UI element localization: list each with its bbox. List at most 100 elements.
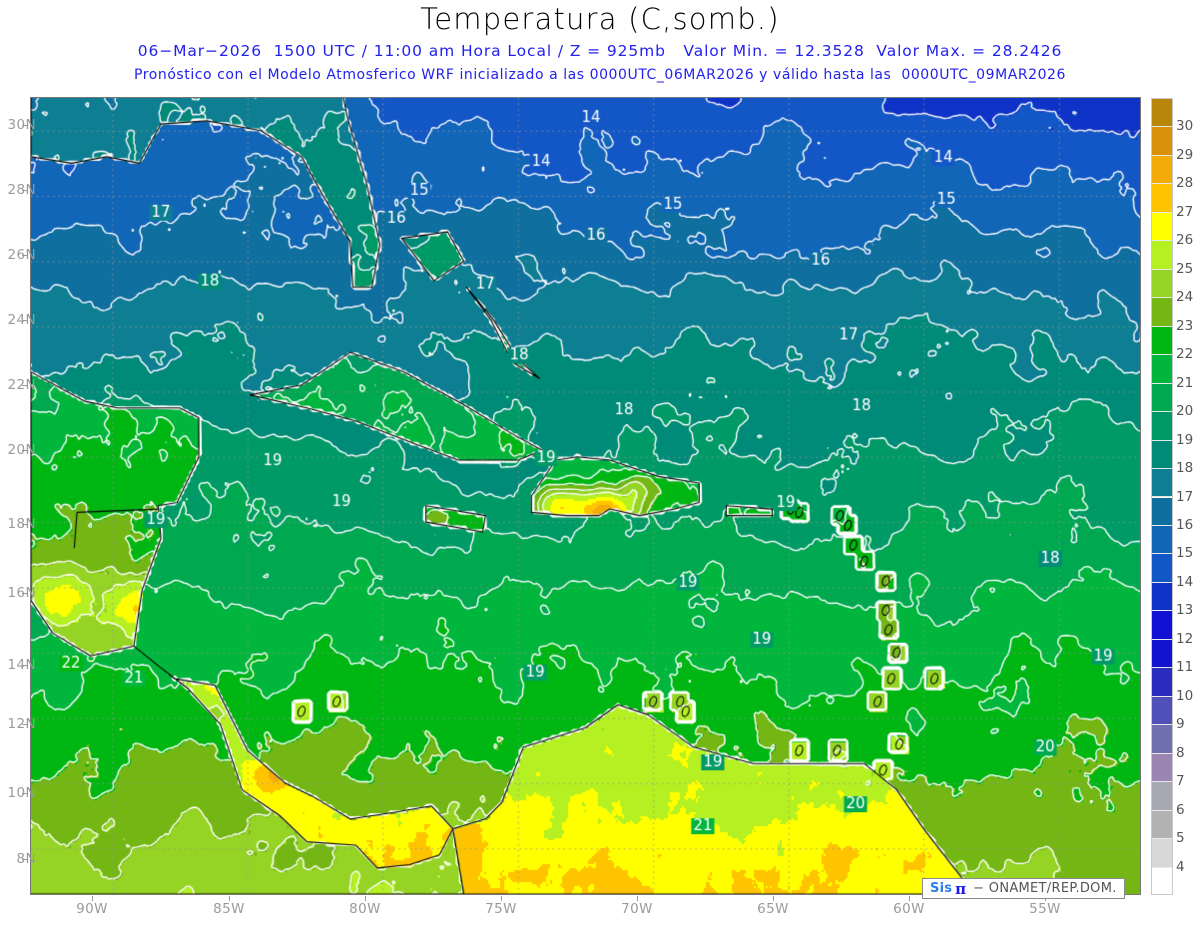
colorbar-tick-label: 20 (1176, 403, 1194, 420)
y-axis-tick-label: 24N (7, 312, 36, 328)
colorbar-tick-label: 7 (1176, 773, 1185, 790)
colorbar-swatch (1152, 212, 1172, 242)
colorbar-tick-label: 5 (1176, 830, 1185, 847)
colorbar-tick-label: 6 (1176, 801, 1185, 818)
colorbar-swatch (1152, 810, 1172, 840)
y-axis-tick-mark (22, 255, 28, 256)
x-axis-tick-mark (365, 896, 366, 901)
y-axis-tick-label: 16N (7, 585, 36, 601)
temperature-shading-canvas (31, 98, 1140, 894)
colorbar-tick-label: 16 (1176, 516, 1194, 533)
x-axis-tick-label: 90W (76, 901, 108, 917)
page-title: Temperatura (C,somb.) (420, 2, 780, 36)
colorbar-tick-label: 15 (1176, 545, 1194, 562)
colorbar-swatch (1152, 668, 1172, 697)
colorbar-swatch (1152, 383, 1172, 413)
colorbar-tick-label: 28 (1176, 175, 1194, 192)
y-axis-tick-mark (22, 524, 28, 525)
colorbar-tick-label: 11 (1176, 659, 1194, 676)
x-axis-tick-mark (909, 896, 910, 901)
x-axis-tick-mark (773, 896, 774, 901)
y-axis-tick-label: 22N (7, 377, 36, 393)
y-axis-tick-label: 30N (7, 117, 36, 133)
x-axis-tick-mark (637, 896, 638, 901)
colorbar-swatch (1152, 241, 1172, 270)
colorbar-tick-label: 19 (1176, 431, 1194, 448)
y-axis-tick-mark (22, 385, 28, 386)
sis-logo-text: Sis (930, 881, 953, 896)
colorbar-swatch (1152, 326, 1172, 356)
x-axis-tick-label: 85W (213, 901, 245, 917)
colorbar-tick-label: 4 (1176, 858, 1185, 875)
attribution-badge: Sis π − ONAMET/REP.DOM. (922, 878, 1125, 899)
y-axis-tick-mark (22, 665, 28, 666)
colorbar-swatch (1152, 127, 1172, 156)
colorbar-swatch (1152, 355, 1172, 384)
colorbar-swatch (1152, 839, 1172, 868)
colorbar-swatch (1152, 469, 1172, 498)
colorbar-tick-label: 10 (1176, 687, 1194, 704)
y-axis-tick-label: 28N (7, 182, 36, 198)
y-axis-tick-mark (22, 450, 28, 451)
colorbar-tick-label: 26 (1176, 232, 1194, 249)
colorbar-swatch (1152, 639, 1172, 669)
y-axis-tick-label: 14N (7, 657, 36, 673)
colorbar-tick-label: 24 (1176, 289, 1194, 306)
x-axis-tick-label: 75W (485, 901, 517, 917)
colorbar-tick-label: 30 (1176, 118, 1194, 135)
colorbar-swatch (1152, 696, 1172, 726)
y-axis-tick-label: 10N (7, 785, 36, 801)
colorbar-swatch (1152, 582, 1172, 612)
x-axis-tick-label: 80W (349, 901, 381, 917)
colorbar-swatch (1152, 155, 1172, 185)
pi-symbol-icon: π (955, 879, 967, 898)
colorbar-swatch (1152, 725, 1172, 754)
colorbar-swatch (1152, 753, 1172, 783)
organization-label: − ONAMET/REP.DOM. (973, 881, 1117, 896)
forecast-metadata-line: 06−Mar−2026 1500 UTC / 11:00 am Hora Loc… (137, 42, 1063, 60)
y-axis-tick-mark (22, 793, 28, 794)
colorbar-swatch (1152, 611, 1172, 640)
y-axis-tick-mark (22, 320, 28, 321)
colorbar-tick-label: 25 (1176, 260, 1194, 277)
y-axis-tick-label: 12N (7, 716, 36, 732)
colorbar-swatch (1152, 184, 1172, 213)
colorbar-swatch (1152, 782, 1172, 811)
y-axis-tick-label: 20N (7, 442, 36, 458)
colorbar-tick-label: 12 (1176, 630, 1194, 647)
colorbar-tick-label: 17 (1176, 488, 1194, 505)
colorbar-tick-label: 14 (1176, 573, 1194, 590)
colorbar-swatch (1152, 497, 1172, 526)
colorbar-swatch (1152, 412, 1172, 441)
colorbar-tick-label: 23 (1176, 317, 1194, 334)
colorbar-tick-label: 13 (1176, 602, 1194, 619)
temperature-colorbar (1151, 98, 1173, 895)
x-axis-tick-label: 60W (893, 901, 925, 917)
y-axis-tick-mark (22, 724, 28, 725)
colorbar-tick-label: 21 (1176, 374, 1194, 391)
x-axis-tick-label: 70W (621, 901, 653, 917)
colorbar-tick-label: 27 (1176, 203, 1194, 220)
colorbar-swatch (1152, 298, 1172, 327)
y-axis-tick-mark (22, 593, 28, 594)
map-plot-area (30, 97, 1141, 895)
colorbar-swatch (1152, 554, 1172, 583)
y-axis-tick-label: 18N (7, 516, 36, 532)
y-axis-tick-label: 26N (7, 247, 36, 263)
colorbar-tick-label: 22 (1176, 346, 1194, 363)
colorbar-tick-label: 9 (1176, 716, 1185, 733)
x-axis-tick-mark (501, 896, 502, 901)
colorbar-swatch (1152, 269, 1172, 299)
colorbar-swatch (1152, 99, 1172, 128)
y-axis-tick-mark (22, 125, 28, 126)
colorbar-tick-label: 18 (1176, 460, 1194, 477)
model-description-line: Pronóstico con el Modelo Atmosferico WRF… (134, 67, 1066, 83)
colorbar-tick-label: 29 (1176, 146, 1194, 163)
y-axis-tick-mark (22, 859, 28, 860)
y-axis-tick-mark (22, 190, 28, 191)
x-axis-tick-mark (92, 896, 93, 901)
colorbar-swatch (1152, 440, 1172, 470)
colorbar-tick-label: 8 (1176, 744, 1185, 761)
y-axis-tick-label: 8N (16, 851, 36, 867)
